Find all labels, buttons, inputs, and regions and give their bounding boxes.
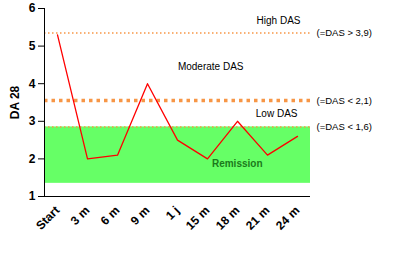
svg-text:6 m: 6 m bbox=[98, 203, 123, 228]
svg-text:Moderate DAS: Moderate DAS bbox=[178, 61, 244, 72]
svg-text:DA 28: DA 28 bbox=[8, 85, 22, 119]
svg-text:3 m: 3 m bbox=[68, 203, 93, 228]
svg-text:Remission: Remission bbox=[212, 158, 263, 169]
svg-text:6: 6 bbox=[29, 1, 36, 15]
svg-text:5: 5 bbox=[29, 39, 36, 53]
svg-text:(=DAS > 3,9): (=DAS > 3,9) bbox=[317, 27, 372, 38]
svg-text:Low DAS: Low DAS bbox=[256, 108, 298, 119]
svg-text:1: 1 bbox=[29, 189, 36, 203]
svg-text:(=DAS < 1,6): (=DAS < 1,6) bbox=[317, 121, 372, 132]
svg-text:2: 2 bbox=[29, 152, 36, 166]
svg-text:18 m: 18 m bbox=[213, 203, 242, 232]
svg-text:3: 3 bbox=[29, 114, 36, 128]
svg-text:21 m: 21 m bbox=[243, 203, 272, 232]
svg-text:(=DAS < 2,1): (=DAS < 2,1) bbox=[317, 95, 372, 106]
svg-text:High DAS: High DAS bbox=[257, 15, 301, 26]
svg-text:9 m: 9 m bbox=[128, 203, 153, 228]
svg-text:15 m: 15 m bbox=[183, 203, 212, 232]
svg-text:24 m: 24 m bbox=[273, 203, 302, 232]
svg-text:1 j: 1 j bbox=[163, 203, 182, 222]
svg-text:Start: Start bbox=[33, 203, 62, 232]
svg-text:4: 4 bbox=[29, 77, 36, 91]
